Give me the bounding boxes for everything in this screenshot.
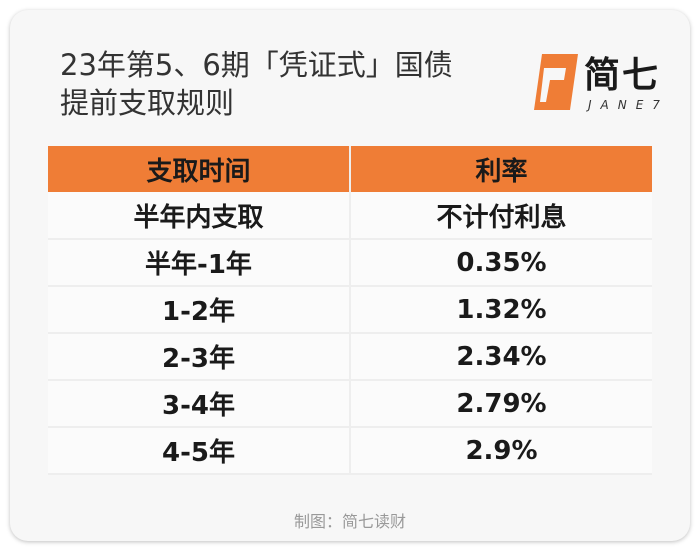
logo-text-cn: 简七 (584, 55, 661, 96)
title-line-1: 23年第5、6期「凭证式」国债 (60, 48, 453, 82)
cell-rate: 0.35% (349, 239, 652, 287)
logo-text-en: JANE7 (588, 98, 669, 112)
cell-rate: 不计付利息 (349, 192, 652, 240)
cell-rate: 2.34% (349, 333, 652, 381)
cell-rate: 1.32% (349, 286, 652, 334)
table-row: 半年-1年 0.35% (48, 239, 652, 287)
table-row: 半年内支取 不计付利息 (48, 192, 652, 240)
cell-time: 3-4年 (48, 380, 350, 428)
column-header-rate: 利率 (349, 146, 652, 192)
table-row: 4-5年 2.9% (48, 427, 652, 475)
withdrawal-rules-table: 支取时间 利率 半年内支取 不计付利息 半年-1年 0.35% 1-2年 1.3… (48, 146, 652, 475)
table-row: 1-2年 1.32% (48, 286, 652, 334)
cell-rate: 2.79% (349, 380, 652, 428)
infographic-card: 23年第5、6期「凭证式」国债 提前支取规则 简七 JANE7 支取时间 利率 … (10, 10, 690, 541)
brand-logo: 简七 JANE7 (530, 52, 680, 122)
cell-time: 2-3年 (48, 333, 350, 381)
janeqi-logo-mark-icon (534, 54, 578, 110)
cell-time: 1-2年 (48, 286, 350, 334)
cell-rate: 2.9% (349, 427, 652, 475)
title-line-2: 提前支取规则 (60, 86, 235, 120)
cell-time: 4-5年 (48, 427, 350, 475)
table-row: 2-3年 2.34% (48, 333, 652, 381)
page-title: 23年第5、6期「凭证式」国债 提前支取规则 (60, 46, 520, 122)
cell-time: 半年-1年 (48, 239, 350, 287)
table-row: 3-4年 2.79% (48, 380, 652, 428)
footer-credit: 制图：简七读财 (293, 512, 406, 531)
column-header-time: 支取时间 (48, 146, 350, 192)
cell-time: 半年内支取 (48, 192, 350, 240)
table-header-row: 支取时间 利率 (48, 146, 652, 192)
